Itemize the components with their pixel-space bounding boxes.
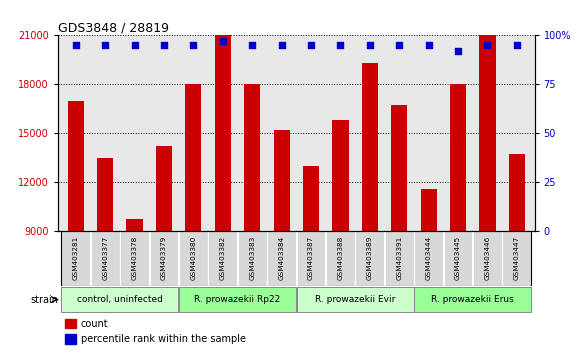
Bar <box>303 166 319 354</box>
Point <box>101 42 110 48</box>
Bar <box>356 231 384 286</box>
Bar <box>274 130 290 354</box>
Bar <box>179 287 296 312</box>
Text: GSM403382: GSM403382 <box>220 236 226 280</box>
Bar <box>267 231 296 286</box>
Text: GSM403380: GSM403380 <box>191 236 196 280</box>
Bar <box>391 105 407 354</box>
Point <box>130 42 139 48</box>
Text: percentile rank within the sample: percentile rank within the sample <box>81 334 246 344</box>
Text: R. prowazekii Evir: R. prowazekii Evir <box>315 295 395 304</box>
Text: GSM403444: GSM403444 <box>426 236 432 280</box>
Bar <box>209 231 237 286</box>
Bar <box>62 231 90 286</box>
Point <box>424 42 433 48</box>
Bar <box>332 120 349 354</box>
Bar <box>326 231 355 286</box>
Point <box>306 42 315 48</box>
Text: strain: strain <box>31 295 59 304</box>
Bar <box>297 231 325 286</box>
Point <box>336 42 345 48</box>
Text: GSM403384: GSM403384 <box>279 236 285 280</box>
Point <box>512 42 522 48</box>
Text: GSM403388: GSM403388 <box>338 236 343 280</box>
Text: GSM403383: GSM403383 <box>249 236 255 280</box>
Point <box>277 42 286 48</box>
Point <box>453 48 462 54</box>
Point <box>159 42 168 48</box>
Text: GSM403281: GSM403281 <box>73 236 79 280</box>
Bar <box>444 231 472 286</box>
Point <box>218 39 227 44</box>
Bar <box>179 231 208 286</box>
Text: GSM403389: GSM403389 <box>367 236 373 280</box>
Bar <box>503 231 531 286</box>
Point <box>394 42 404 48</box>
Bar <box>127 219 143 354</box>
Text: GDS3848 / 28819: GDS3848 / 28819 <box>58 21 169 34</box>
Bar <box>479 35 496 354</box>
Text: R. prowazekii Rp22: R. prowazekii Rp22 <box>195 295 281 304</box>
Bar <box>120 231 149 286</box>
Bar <box>244 84 260 354</box>
Bar <box>156 146 172 354</box>
Bar <box>509 154 525 354</box>
Bar <box>97 158 113 354</box>
Text: GSM403387: GSM403387 <box>308 236 314 280</box>
Text: GSM403445: GSM403445 <box>455 236 461 280</box>
Point <box>189 42 198 48</box>
Bar <box>65 334 76 344</box>
Bar <box>414 287 531 312</box>
Bar <box>185 84 202 354</box>
Bar <box>91 231 120 286</box>
Point <box>483 42 492 48</box>
Bar <box>215 35 231 354</box>
Point <box>71 42 80 48</box>
Text: R. prowazekii Erus: R. prowazekii Erus <box>431 295 514 304</box>
Bar <box>414 231 443 286</box>
Text: GSM403377: GSM403377 <box>102 236 108 280</box>
Text: GSM403391: GSM403391 <box>396 236 402 280</box>
Point <box>365 42 375 48</box>
Point <box>248 42 257 48</box>
Bar <box>65 319 76 329</box>
Text: GSM403446: GSM403446 <box>485 236 490 280</box>
Bar <box>450 84 466 354</box>
Text: count: count <box>81 319 109 329</box>
Bar <box>473 231 502 286</box>
Bar <box>362 63 378 354</box>
Text: GSM403379: GSM403379 <box>161 236 167 280</box>
Bar <box>297 287 414 312</box>
Text: control, uninfected: control, uninfected <box>77 295 163 304</box>
Bar <box>62 287 178 312</box>
Bar <box>238 231 267 286</box>
Text: GSM403378: GSM403378 <box>131 236 138 280</box>
Bar <box>149 231 178 286</box>
Bar <box>385 231 414 286</box>
Text: GSM403447: GSM403447 <box>514 236 520 280</box>
Bar <box>421 189 437 354</box>
Bar <box>67 101 84 354</box>
